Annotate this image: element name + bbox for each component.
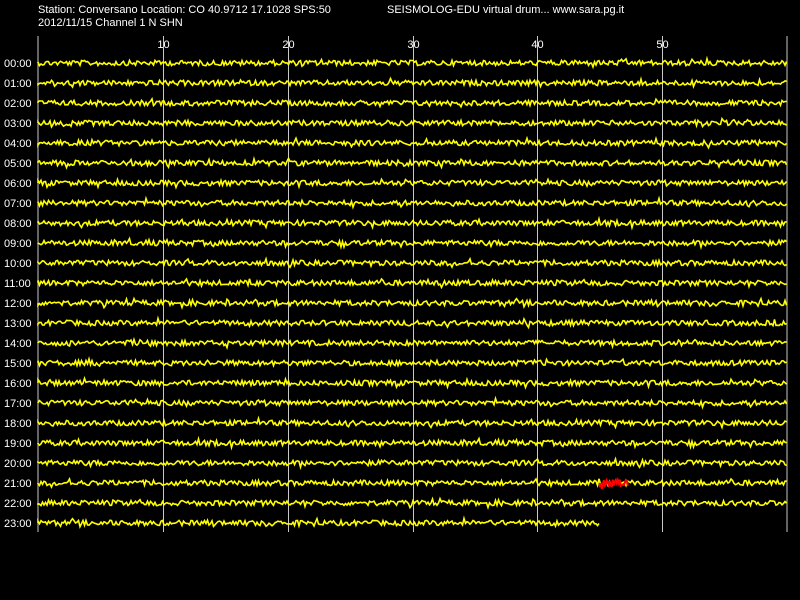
seismic-traces	[37, 55, 788, 530]
trace-0500	[37, 155, 788, 170]
minute-tick-label: 10	[157, 39, 169, 51]
event-marker	[598, 476, 629, 490]
hour-label: 19:00	[4, 438, 32, 450]
hour-label: 07:00	[4, 198, 32, 210]
hour-label: 05:00	[4, 158, 32, 170]
trace-1700	[37, 395, 788, 410]
hour-label: 03:00	[4, 118, 32, 130]
trace-1600	[37, 375, 788, 390]
hour-label: 08:00	[4, 218, 32, 230]
trace-1200	[37, 296, 788, 310]
hour-axis: 00:00 01:00 02:00 03:00 04:00 05:00 06:00 07:00…	[4, 58, 32, 530]
trace-0800	[37, 215, 787, 231]
minute-tick-label: 20	[282, 39, 294, 51]
hour-label: 13:00	[4, 318, 32, 330]
trace-0600	[37, 176, 788, 190]
hour-label: 17:00	[4, 398, 32, 410]
minute-tick-label: 30	[407, 39, 419, 51]
hour-label: 23:00	[4, 518, 32, 530]
hour-label: 10:00	[4, 258, 32, 270]
trace-1000	[37, 256, 787, 270]
trace-2100	[37, 476, 787, 490]
trace-2300	[37, 515, 600, 530]
hour-label: 15:00	[4, 358, 32, 370]
trace-1400	[37, 336, 787, 350]
trace-0400	[37, 135, 788, 150]
trace-1500	[37, 356, 787, 369]
trace-0700	[37, 195, 788, 210]
trace-0000	[37, 55, 788, 70]
trace-2200	[37, 496, 788, 510]
hour-label: 14:00	[4, 338, 32, 350]
minute-tick-label: 40	[531, 39, 543, 51]
trace-0900	[37, 236, 787, 251]
hour-label: 02:00	[4, 98, 32, 110]
hour-label: 16:00	[4, 378, 32, 390]
station-info: Station: Conversano Location: CO 40.9712…	[38, 4, 331, 16]
hour-label: 22:00	[4, 498, 32, 510]
trace-0100	[37, 76, 787, 90]
trace-2000	[37, 456, 787, 471]
hour-label: 04:00	[4, 138, 32, 150]
hour-label: 21:00	[4, 478, 32, 490]
trace-1800	[37, 415, 787, 431]
hour-label: 11:00	[4, 278, 31, 290]
event-markers	[598, 476, 629, 490]
trace-1300	[37, 315, 787, 330]
trace-0200	[37, 96, 787, 109]
hour-label: 12:00	[4, 298, 32, 310]
date-channel-info: 2012/11/15 Channel 1 N SHN	[38, 17, 183, 29]
hour-label: 06:00	[4, 178, 32, 190]
app-brand: SEISMOLOG-EDU virtual drum... www.sara.p…	[387, 4, 625, 16]
hour-label: 09:00	[4, 238, 32, 250]
hour-label: 18:00	[4, 418, 32, 430]
trace-1900	[37, 435, 787, 451]
trace-1100	[37, 277, 787, 290]
minute-tick-label: 50	[656, 39, 668, 51]
trace-0300	[37, 116, 787, 129]
hour-label: 20:00	[4, 458, 32, 470]
hour-label: 00:00	[4, 58, 32, 70]
minute-axis: 10 20 30 40 50	[157, 39, 668, 51]
hour-label: 01:00	[4, 78, 32, 90]
